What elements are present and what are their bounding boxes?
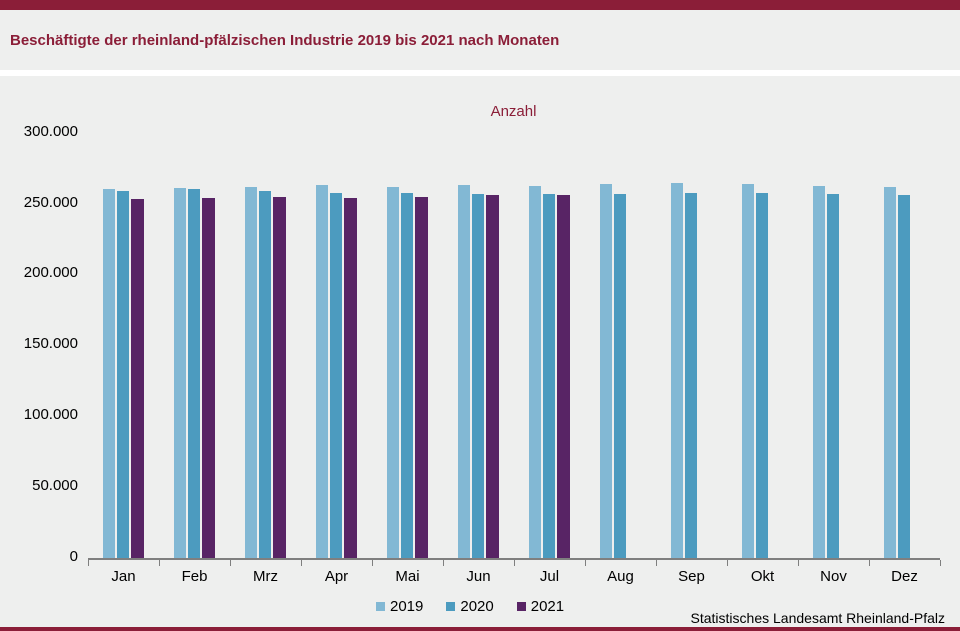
chart-area: Anzahl 0 50.000 100.000 150.000 200.000 250.0… <box>0 76 960 631</box>
x-axis-tick-label-jan: Jan <box>111 568 136 585</box>
y-axis-tick-label: 300.000 <box>23 122 78 140</box>
x-axis-tick <box>301 560 302 566</box>
bar-2019-nov <box>813 186 825 558</box>
bar-2020-feb <box>188 189 200 558</box>
header-accent-band <box>0 0 960 10</box>
y-axis-tick-label: 200.000 <box>23 264 78 282</box>
legend-item-2019: 2019 <box>376 598 423 615</box>
plot-area <box>88 76 940 558</box>
x-axis-tick-label-okt: Okt <box>750 568 775 585</box>
bar-2019-jan <box>103 189 115 558</box>
bar-2019-mai <box>387 186 399 558</box>
legend-swatch-2021 <box>516 602 526 611</box>
bar-2019-jul <box>529 186 541 558</box>
legend-swatch-2020 <box>446 602 456 611</box>
bar-2020-jun <box>472 194 484 558</box>
bar-2020-apr <box>330 192 342 558</box>
title-block: Beschäftigte der rheinland-pfälzischen I… <box>0 10 960 70</box>
x-axis-tick <box>940 560 941 566</box>
x-axis-tick <box>230 560 231 566</box>
bar-2020-jan <box>117 190 129 558</box>
bar-2020-nov <box>827 194 839 558</box>
legend-swatch-2019 <box>376 602 385 611</box>
bar-2021-feb <box>202 198 215 558</box>
bar-2020-mai <box>401 193 413 558</box>
x-axis-tick-label-apr: Apr <box>324 568 349 585</box>
x-axis-tick <box>869 560 870 566</box>
x-axis-tick <box>727 560 728 566</box>
x-axis-tick-label-mai: Mai <box>395 568 420 585</box>
x-axis-tick-label-dez: Dez <box>891 568 918 585</box>
x-axis-tick-label-feb: Feb <box>181 568 208 585</box>
bar-2021-mai <box>415 197 428 558</box>
x-axis-tick <box>88 560 89 566</box>
legend-item-2021: 2021 <box>516 598 565 615</box>
y-axis-tick-label: 0 <box>69 548 78 565</box>
x-axis-tick <box>585 560 586 566</box>
chart-legend: 2019 2020 2021 <box>376 598 564 615</box>
bar-2021-jun <box>486 195 499 558</box>
footer-accent-band <box>0 627 960 631</box>
bar-2019-aug <box>600 184 612 558</box>
legend-label-2021: 2021 <box>530 598 565 615</box>
bar-2020-mrz <box>259 191 271 558</box>
x-axis-tick <box>514 560 515 566</box>
legend-label-2019: 2019 <box>390 598 424 615</box>
x-axis-tick <box>798 560 799 566</box>
x-axis-tick-label-jun: Jun <box>466 568 491 585</box>
x-axis-tick <box>443 560 444 566</box>
x-axis-tick-label-jul: Jul <box>539 568 560 585</box>
bar-2019-mrz <box>245 186 257 558</box>
x-axis-tick-label-nov: Nov <box>820 568 847 585</box>
page-title: Beschäftigte der rheinland-pfälzischen I… <box>10 32 560 49</box>
y-axis-tick-label: 100.000 <box>23 406 78 424</box>
bar-2019-feb <box>174 188 186 558</box>
bar-2019-okt <box>742 184 754 558</box>
bar-2020-okt <box>756 193 768 558</box>
x-axis-tick-label-mrz: Mrz <box>253 568 278 585</box>
bar-2019-jun <box>458 185 470 558</box>
x-axis-tick-label-sep: Sep <box>678 568 705 585</box>
y-axis-tick-label: 150.000 <box>23 335 78 353</box>
bar-2020-jul <box>543 194 555 558</box>
bar-2021-mrz <box>273 197 286 558</box>
bar-2020-aug <box>614 193 626 558</box>
bar-2021-apr <box>344 197 357 558</box>
y-axis-tick-label: 50.000 <box>32 477 78 495</box>
bar-2021-jan <box>131 199 144 558</box>
bar-2021-jul <box>557 195 570 558</box>
x-axis-line <box>88 558 940 560</box>
source-note: Statistisches Landesamt Rheinland-Pfalz <box>690 610 945 626</box>
bar-2019-dez <box>884 186 896 558</box>
bar-2019-sep <box>671 183 683 558</box>
bar-2020-sep <box>685 192 697 558</box>
x-axis-tick-label-aug: Aug <box>607 568 634 585</box>
x-axis-tick <box>656 560 657 566</box>
bar-2019-apr <box>316 185 328 558</box>
y-axis-tick-label: 250.000 <box>23 193 78 211</box>
legend-label-2020: 2020 <box>460 598 494 615</box>
y-axis-title: Anzahl <box>490 103 537 120</box>
legend-item-2020: 2020 <box>446 598 494 615</box>
x-axis-tick <box>372 560 373 566</box>
x-axis-tick <box>159 560 160 566</box>
bar-2020-dez <box>898 195 910 558</box>
